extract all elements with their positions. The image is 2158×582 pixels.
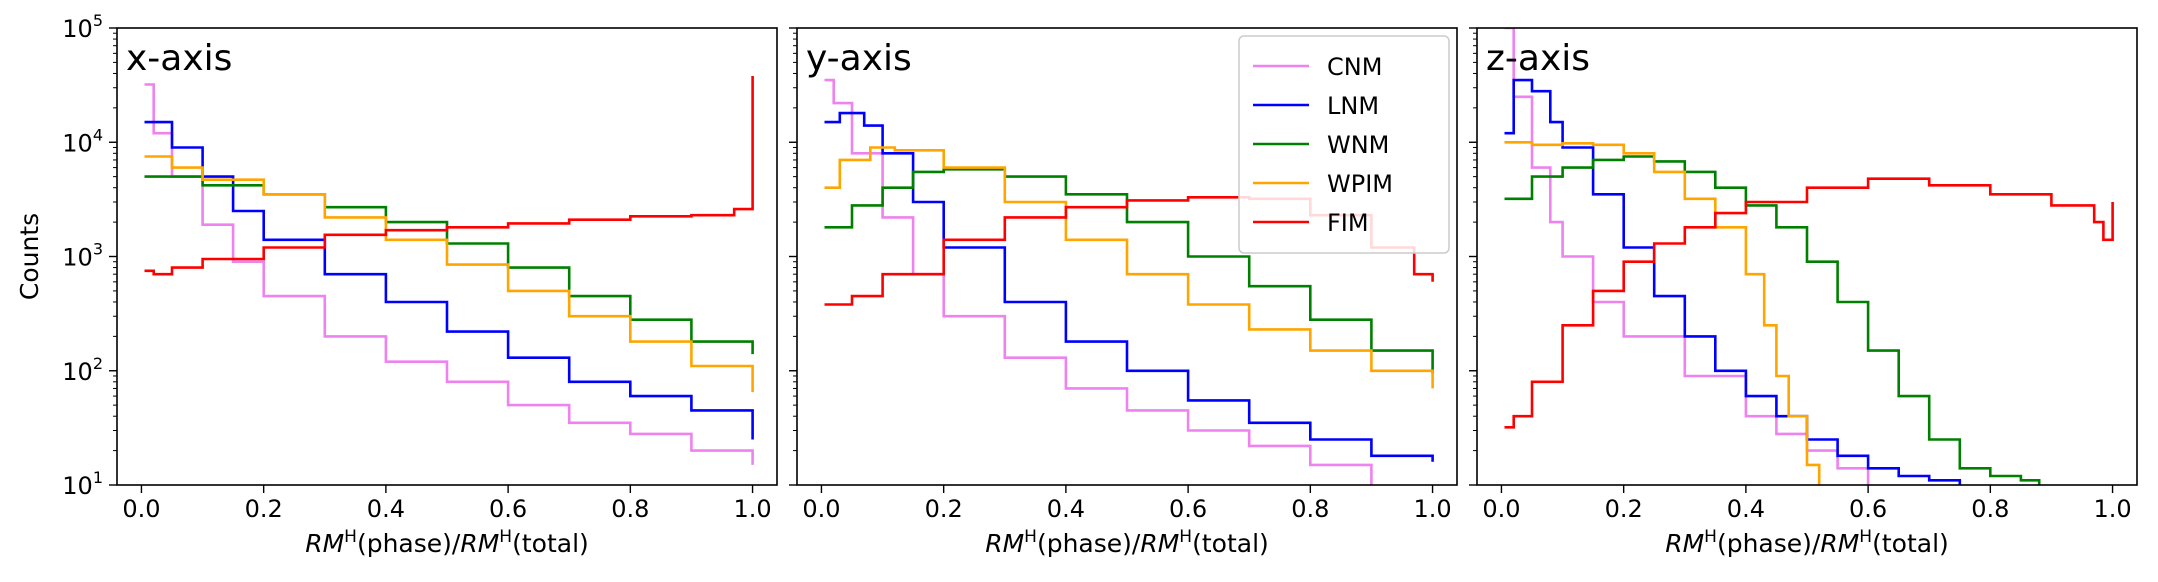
panel-1: 0.0 0.2 0.4 0.6 0.8 1.0 101 102 103 104 105 x-axis R… xyxy=(62,11,778,558)
y-tick-label: 102 xyxy=(62,354,103,386)
x-tick-label: 0.2 xyxy=(925,495,963,523)
x-tick-label: 0.4 xyxy=(367,495,405,523)
x-axis-label: RMH(phase)/RMH(total) xyxy=(985,527,1269,558)
x-tick-label: 0.0 xyxy=(122,495,160,523)
legend: CNM LNM WNM WPIM FIM xyxy=(1238,35,1450,254)
series-group xyxy=(824,78,1434,485)
y-tick-label: 105 xyxy=(62,11,103,43)
x-tick-label: 1.0 xyxy=(733,495,771,523)
x-tick-label: 0.6 xyxy=(1169,495,1207,523)
x-tick-label: 0.8 xyxy=(1971,495,2009,523)
series-line-wpim xyxy=(144,155,754,393)
x-tick-label: 1.0 xyxy=(1413,495,1451,523)
x-tick-label: 0.0 xyxy=(802,495,840,523)
legend-label: CNM xyxy=(1327,53,1382,81)
x-tick-label: 0.8 xyxy=(611,495,649,523)
series-line-wnm xyxy=(824,168,1434,374)
panel-3: 0.0 0.2 0.4 0.6 0.8 1.0 z-axis RMH(phase)/RMH(t… xyxy=(1469,27,2138,558)
x-tick-label: 1.0 xyxy=(2093,495,2131,523)
x-tick-label: 0.4 xyxy=(1047,495,1085,523)
x-axis-label: RMH(phase)/RMH(total) xyxy=(305,527,589,558)
series-line-cnm xyxy=(144,83,754,465)
legend-item-wnm: WNM xyxy=(1253,131,1389,159)
x-tick-label: 0.0 xyxy=(1482,495,1520,523)
y-tick-label: 101 xyxy=(62,468,103,500)
legend-item-fim: FIM xyxy=(1253,209,1369,237)
legend-item-lnm: LNM xyxy=(1253,92,1379,120)
legend-label: FIM xyxy=(1327,209,1369,237)
series-group xyxy=(1504,28,2114,485)
panel-title: x-axis xyxy=(126,38,232,79)
x-tick-label: 0.4 xyxy=(1727,495,1765,523)
legend-box xyxy=(1238,35,1450,254)
x-tick-label: 0.8 xyxy=(1291,495,1329,523)
y-tick-label: 103 xyxy=(62,240,103,272)
x-tick-label: 0.2 xyxy=(1605,495,1643,523)
series-line-cnm xyxy=(824,78,1373,485)
legend-label: LNM xyxy=(1327,92,1379,120)
x-tick-label: 0.6 xyxy=(1849,495,1887,523)
series-line-fim xyxy=(144,76,754,276)
series-line-lnm xyxy=(144,120,754,440)
series-line-fim xyxy=(1504,177,2114,429)
panel-title: y-axis xyxy=(806,38,912,79)
panel-title: z-axis xyxy=(1486,38,1590,79)
legend-label: WNM xyxy=(1327,131,1389,159)
series-line-wpim xyxy=(1504,141,1821,485)
x-tick-label: 0.6 xyxy=(489,495,527,523)
series-line-lnm xyxy=(1504,78,1962,485)
x-axis-label: RMH(phase)/RMH(total) xyxy=(1665,527,1949,558)
legend-item-cnm: CNM xyxy=(1253,53,1382,81)
y-tick-label: 104 xyxy=(62,125,103,157)
series-group xyxy=(144,76,754,465)
series-line-wpim xyxy=(824,146,1434,389)
y-axis-label: Counts xyxy=(15,213,44,300)
series-line-lnm xyxy=(824,111,1434,462)
series-line-cnm xyxy=(1504,28,1870,485)
x-tick-label: 0.2 xyxy=(245,495,283,523)
panel-2: 0.0 0.2 0.4 0.6 0.8 1.0 y-axis RMH(phase)/RMH(t… xyxy=(789,27,1458,558)
series-line-wnm xyxy=(1504,155,2041,485)
legend-item-wpim: WPIM xyxy=(1253,170,1393,198)
legend-label: WPIM xyxy=(1327,170,1393,198)
